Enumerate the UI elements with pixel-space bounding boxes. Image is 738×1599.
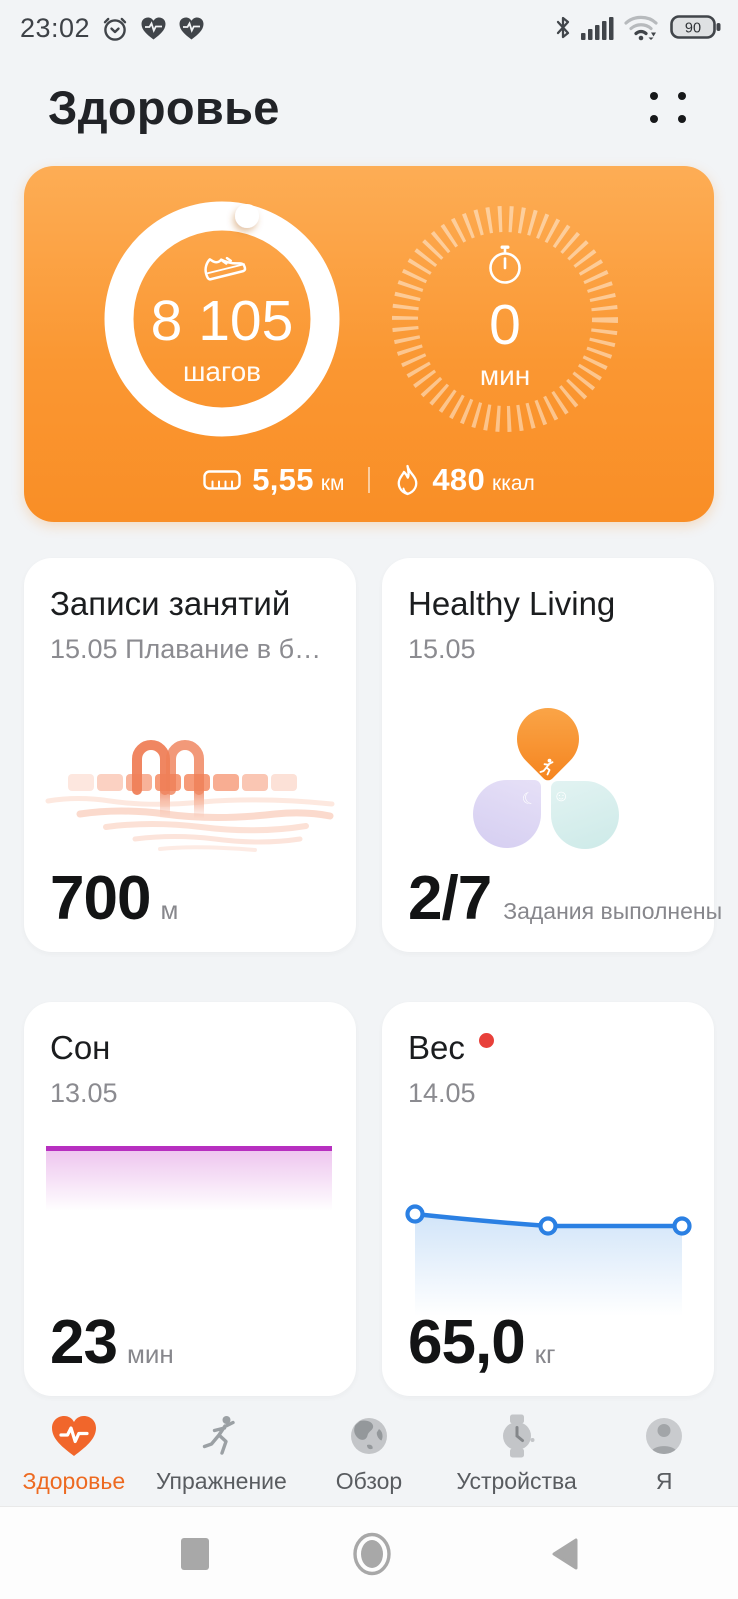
home-icon[interactable] <box>327 1507 417 1599</box>
weight-card[interactable]: Вес 14.05 65,0 кг <box>382 1002 714 1396</box>
sleep-bar-fade <box>46 1151 332 1211</box>
watch-icon <box>494 1408 540 1464</box>
page-title: Здоровье <box>48 81 280 134</box>
distance-value: 5,55 <box>252 462 314 497</box>
steps-ring-cap <box>235 204 259 228</box>
weight-value: 65,0 <box>408 1308 526 1377</box>
sleep-bar <box>46 1146 332 1151</box>
back-icon[interactable] <box>520 1507 610 1599</box>
grid-dots-icon[interactable] <box>650 92 686 123</box>
minutes-unit: мин <box>479 360 531 391</box>
heart-rate-icon <box>140 16 167 41</box>
card-title: Сон <box>50 1029 111 1066</box>
minutes-ring <box>392 206 618 432</box>
activity-summary-card[interactable]: 8 105 шагов 0 мин <box>24 166 714 522</box>
calories-unit: ккал <box>492 472 535 495</box>
card-subtitle: 14.05 <box>408 1078 476 1108</box>
wifi-icon <box>623 13 661 41</box>
runner-icon <box>198 1408 244 1464</box>
mood-balloon <box>551 781 619 849</box>
runner-mini-icon <box>539 758 556 781</box>
heart-rate-icon <box>178 16 205 41</box>
card-value-row: 23 мин <box>50 1307 174 1378</box>
flame-icon <box>394 464 421 497</box>
sleep-card[interactable]: Сон 13.05 23 мин <box>24 1002 356 1396</box>
tab-label: Здоровье <box>22 1468 126 1494</box>
tab-devices[interactable]: Устройства <box>443 1396 591 1506</box>
tab-label: Упражнение <box>155 1468 287 1494</box>
notification-dot <box>478 1033 494 1048</box>
healthy-living-value: 2/7 <box>408 864 492 933</box>
battery-percent-text: 90 <box>685 21 701 37</box>
healthy-living-caption: Задания выполнены <box>503 898 723 924</box>
sleep-unit: мин <box>126 1339 174 1369</box>
smiley-mini-icon: ☺ <box>553 788 570 805</box>
activity-metrics-row: 5,55 км 480 ккал <box>24 462 714 498</box>
steps-ring <box>104 201 340 437</box>
metrics-divider <box>368 467 371 493</box>
sleep-balloon <box>473 780 541 848</box>
steps-ring-content: 8 105 шагов <box>112 244 332 388</box>
stopwatch-icon <box>484 244 526 286</box>
recents-icon[interactable] <box>150 1507 240 1599</box>
weight-line-chart <box>405 1204 692 1316</box>
tab-health[interactable]: Здоровье <box>0 1396 148 1506</box>
shoe-icon <box>197 244 247 282</box>
tab-exercise[interactable]: Упражнение <box>148 1396 296 1506</box>
minutes-value: 0 <box>489 293 521 357</box>
profile-icon <box>641 1408 687 1464</box>
tab-label: Устройства <box>456 1468 577 1494</box>
activity-rings <box>104 201 618 437</box>
ruler-icon <box>203 468 241 492</box>
clock-text: 23:02 <box>20 13 91 43</box>
heart-icon <box>50 1408 98 1464</box>
exercise-value: 700 <box>50 864 151 933</box>
signal-icon <box>581 14 614 40</box>
bluetooth-icon <box>554 14 572 41</box>
tab-me[interactable]: Я <box>590 1396 738 1506</box>
tab-label: Обзор <box>335 1468 403 1494</box>
battery-icon: 90 <box>670 14 722 40</box>
distance-unit: км <box>320 472 345 495</box>
status-bar-left: 23:02 <box>20 13 205 44</box>
android-nav-bar <box>0 1506 738 1599</box>
sleep-value: 23 <box>50 1308 118 1377</box>
card-title: Healthy Living <box>408 585 616 622</box>
card-title: Вес <box>408 1029 465 1066</box>
exercise-unit: м <box>160 895 179 925</box>
card-value-row: 2/7 Задания выполнены <box>408 863 722 934</box>
pool-ladder-illustration <box>45 740 335 852</box>
minutes-ring-content: 0 мин <box>395 244 615 392</box>
alarm-icon <box>101 15 129 43</box>
card-value-row: 700 м <box>50 863 178 934</box>
card-subtitle: 15.05 <box>408 634 476 664</box>
status-bar: 23:02 <box>0 0 738 56</box>
weight-unit: кг <box>534 1339 556 1369</box>
exercise-records-card[interactable]: Записи занятий 15.05 Плавание в б… <box>24 558 356 952</box>
card-subtitle: 15.05 Плавание в б… <box>50 634 322 664</box>
card-value-row: 65,0 кг <box>408 1307 556 1378</box>
calories-value: 480 <box>432 462 485 497</box>
status-bar-right: 90 <box>554 13 722 41</box>
bottom-tab-bar: Здоровье Упражнение Обзор <box>0 1396 738 1506</box>
card-subtitle: 13.05 <box>50 1078 118 1108</box>
tab-label: Я <box>655 1468 673 1494</box>
calories-metric: 480 ккал <box>394 462 535 498</box>
globe-icon <box>346 1408 392 1464</box>
tab-overview[interactable]: Обзор <box>295 1396 443 1506</box>
steps-value: 8 105 <box>150 289 294 353</box>
steps-unit: шагов <box>182 356 262 387</box>
distance-metric: 5,55 км <box>203 462 344 498</box>
card-title: Записи занятий <box>50 585 291 622</box>
healthy-living-card[interactable]: Healthy Living 15.05 ☾ ☺ 2/7 Задания вып… <box>382 558 722 952</box>
